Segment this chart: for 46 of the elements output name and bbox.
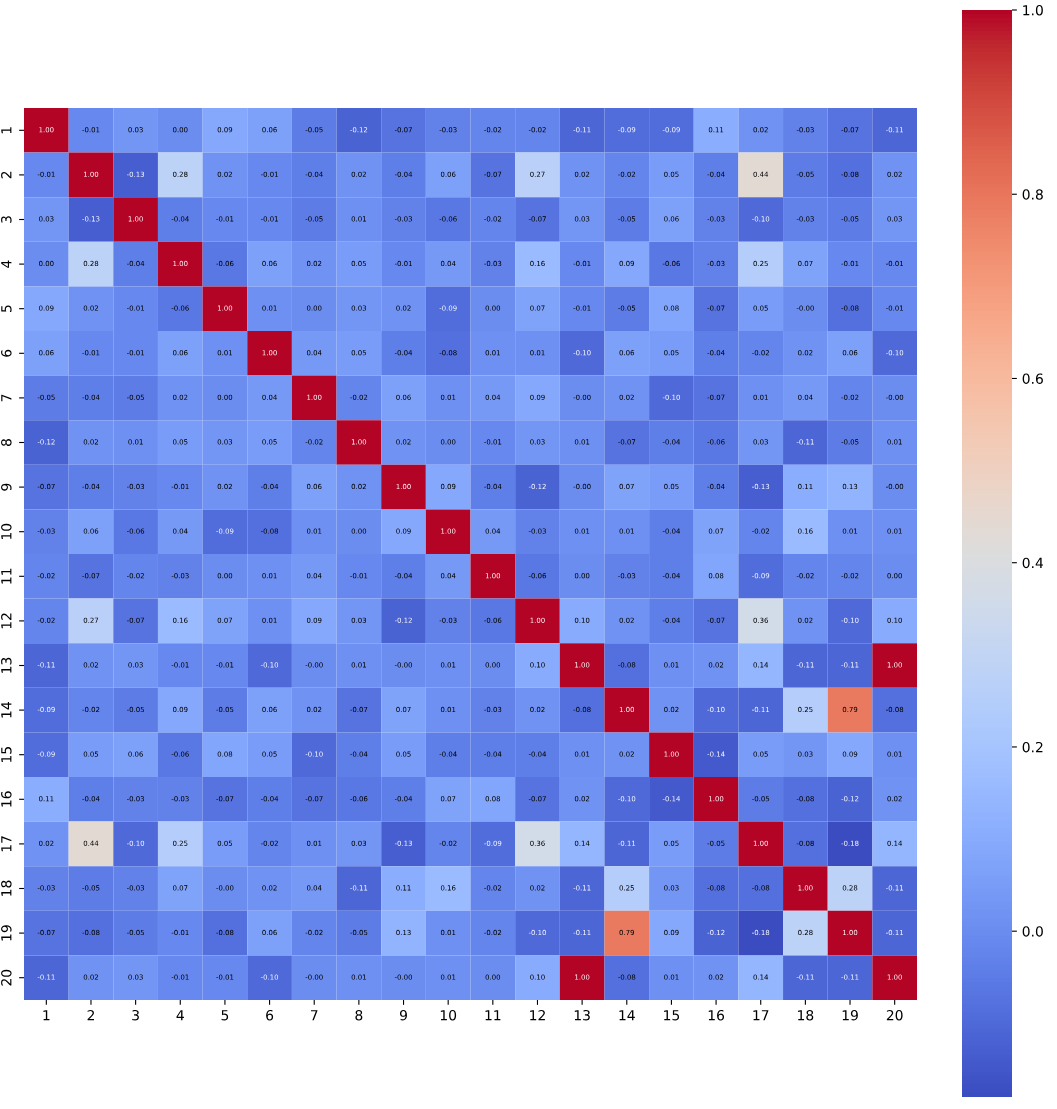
x-tick-label: 15 xyxy=(664,1010,680,1021)
color-bar-label: 0.0 xyxy=(1022,926,1043,937)
y-tick-label: 1 xyxy=(1,127,12,134)
x-tick-label: 14 xyxy=(619,1010,635,1021)
x-tick-label: 3 xyxy=(132,1009,139,1021)
y-tick-label: 9 xyxy=(1,483,12,491)
y-tick-label: 14 xyxy=(1,702,12,718)
x-tick-label: 16 xyxy=(708,1009,725,1021)
y-tick-label: 3 xyxy=(1,216,12,223)
x-tick-label: 8 xyxy=(355,1009,363,1021)
x-tick-label: 4 xyxy=(176,1010,184,1021)
x-tick-label: 9 xyxy=(399,1009,407,1021)
color-bar-label: 0.2 xyxy=(1022,741,1043,753)
x-tick-label: 7 xyxy=(310,1010,318,1021)
x-tick-label: 12 xyxy=(530,1009,545,1021)
x-tick-label: 11 xyxy=(485,1010,501,1021)
x-tick-label: 17 xyxy=(753,1010,769,1021)
y-tick-label: 16 xyxy=(1,791,12,807)
y-tick-label: 19 xyxy=(1,925,12,941)
x-tick-label: 10 xyxy=(440,1009,457,1021)
y-tick-label: 18 xyxy=(1,880,12,896)
x-tick-label: 13 xyxy=(574,1009,590,1021)
x-tick-label: 5 xyxy=(221,1010,229,1021)
y-tick-label: 4 xyxy=(1,260,12,268)
x-tick-label: 20 xyxy=(886,1009,903,1021)
x-tick-label: 2 xyxy=(87,1009,94,1021)
y-tick-label: 5 xyxy=(1,305,12,313)
color-bar-label: 0.8 xyxy=(1022,189,1043,200)
y-tick-label: 8 xyxy=(1,439,12,446)
y-tick-label: 6 xyxy=(1,349,12,357)
y-tick-label: 2 xyxy=(1,171,12,179)
color-bar-label: 0.4 xyxy=(1022,557,1044,569)
y-tick-label: 13 xyxy=(1,657,12,673)
x-tick-label: 19 xyxy=(842,1009,858,1021)
x-tick-label: 1 xyxy=(43,1010,50,1021)
x-tick-label: 18 xyxy=(798,1009,814,1021)
y-tick-label: 20 xyxy=(1,969,12,986)
y-tick-label: 17 xyxy=(1,836,12,852)
y-tick-label: 10 xyxy=(1,523,12,540)
y-tick-label: 11 xyxy=(1,568,12,584)
y-tick-label: 12 xyxy=(1,613,12,629)
y-tick-label: 7 xyxy=(1,394,12,402)
color-bar-label: 1.0 xyxy=(1023,4,1043,16)
x-tick-label: 6 xyxy=(266,1009,274,1021)
y-tick-label: 15 xyxy=(1,747,12,763)
color-bar-label: 0.6 xyxy=(1022,373,1043,384)
